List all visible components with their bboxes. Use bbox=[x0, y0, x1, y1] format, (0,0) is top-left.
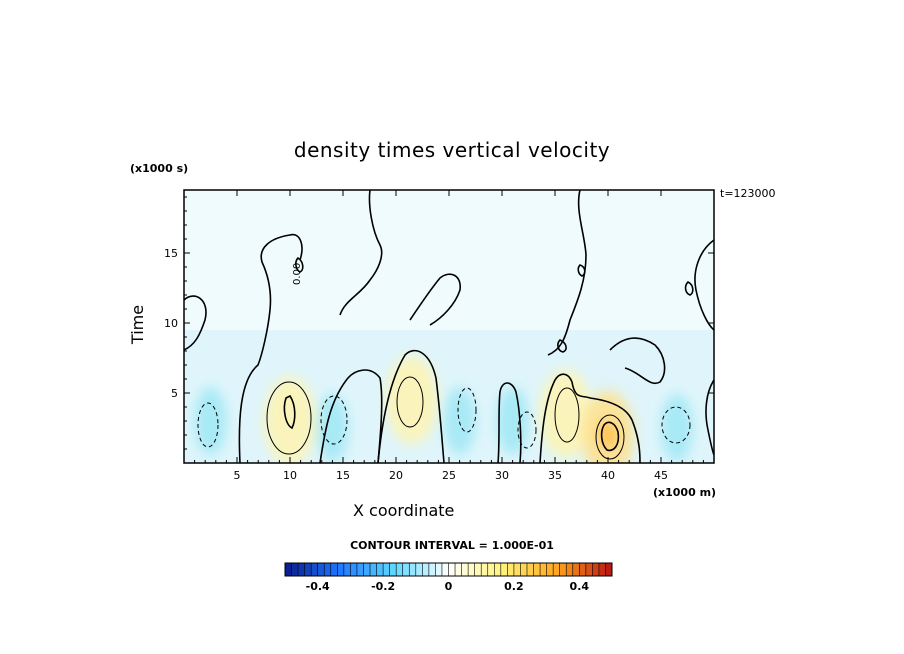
colorbar-tick-label: -0.2 bbox=[371, 580, 395, 593]
colorbar-cell bbox=[533, 563, 541, 576]
positive-contours bbox=[266, 376, 625, 460]
colorbar-cell bbox=[598, 563, 606, 576]
colorbar-cell bbox=[592, 563, 600, 576]
colorbar-cell bbox=[546, 563, 554, 576]
colorbar-cell bbox=[435, 563, 443, 576]
colorbar-cell bbox=[383, 563, 391, 576]
colorbar-cell bbox=[494, 563, 502, 576]
colorbar-cell bbox=[428, 563, 436, 576]
feature-positive-2 bbox=[539, 370, 592, 458]
x-tick-label-15: 15 bbox=[336, 469, 350, 482]
chart-title: density times vertical velocity bbox=[293, 138, 611, 162]
colorbar-cell bbox=[330, 563, 338, 576]
colorbar-cell bbox=[455, 563, 463, 576]
x-tick-label-10: 10 bbox=[283, 469, 297, 482]
colorbar-tick-label: 0 bbox=[445, 580, 453, 593]
colorbar-cell bbox=[500, 563, 508, 576]
colorbar-cell bbox=[566, 563, 574, 576]
colorbar-tick-label: -0.4 bbox=[306, 580, 330, 593]
colorbar-cell bbox=[579, 563, 587, 576]
colorbar-cell bbox=[540, 563, 548, 576]
colorbar-cell bbox=[585, 563, 593, 576]
feature-core-3 bbox=[599, 421, 617, 449]
feature-negative-5 bbox=[316, 394, 349, 462]
colorbar-cell bbox=[513, 563, 521, 576]
colorbar-cell bbox=[285, 563, 293, 576]
colorbar-cell bbox=[304, 563, 312, 576]
colorbar-cell bbox=[526, 563, 535, 576]
zero-contours bbox=[184, 190, 714, 463]
colorbar-cell bbox=[487, 563, 495, 576]
y-tick-label-10: 10 bbox=[164, 317, 178, 330]
colorbar-cell bbox=[441, 563, 449, 576]
contour-interval-label: CONTOUR INTERVAL = 1.000E-01 bbox=[350, 539, 554, 552]
feature-negative-6 bbox=[443, 387, 476, 455]
time-stamp: t=123000 bbox=[720, 187, 776, 200]
colorbar-cell bbox=[311, 563, 319, 576]
x-tick-label-20: 20 bbox=[389, 469, 403, 482]
colorbar-cell bbox=[389, 563, 397, 576]
colorbar-cell bbox=[481, 563, 489, 576]
colorbar-cell bbox=[337, 563, 345, 576]
colorbar-cell bbox=[520, 563, 528, 576]
y-axis: 5 10 15 bbox=[164, 196, 714, 450]
colorbar-cell bbox=[376, 563, 384, 576]
color-field bbox=[184, 190, 714, 463]
feature-negative-4 bbox=[194, 387, 227, 455]
negative-contours bbox=[197, 387, 691, 449]
colorbar-cell bbox=[402, 563, 410, 576]
x-tick-label-25: 25 bbox=[442, 469, 456, 482]
colorbar-cell bbox=[343, 563, 351, 576]
x-axis-units: (x1000 m) bbox=[653, 486, 717, 499]
x-tick-label-40: 40 bbox=[601, 469, 615, 482]
colorbar-cell bbox=[350, 563, 358, 576]
contour-label: 0.00 bbox=[292, 263, 303, 285]
colorbar-cell bbox=[317, 563, 325, 576]
x-tick-label-45: 45 bbox=[654, 469, 668, 482]
colorbar-cell bbox=[559, 563, 567, 576]
x-tick-label-30: 30 bbox=[495, 469, 509, 482]
colorbar-cell bbox=[507, 563, 515, 576]
colorbar-cell bbox=[396, 563, 404, 576]
colorbar-cell bbox=[468, 563, 476, 576]
y-tick-label-5: 5 bbox=[171, 387, 178, 400]
colorbar-frame bbox=[284, 562, 613, 577]
colorbar-tick-label: 0.2 bbox=[504, 580, 524, 593]
feature-negative-7 bbox=[496, 387, 529, 455]
colorbar-cell bbox=[553, 563, 561, 576]
feature-positive-1 bbox=[385, 356, 438, 444]
colorbar-cell bbox=[448, 563, 456, 576]
x-axis-label: X coordinate bbox=[353, 501, 455, 520]
colorbar-tick-label: 0.4 bbox=[570, 580, 590, 593]
y-tick-label-15: 15 bbox=[164, 247, 178, 260]
colorbar-cell bbox=[370, 563, 378, 576]
colorbar: -0.4 -0.2 0 0.2 0.4 bbox=[284, 562, 613, 593]
colorbar-cell bbox=[605, 563, 613, 576]
x-tick-label-35: 35 bbox=[548, 469, 562, 482]
colorbar-cell bbox=[474, 563, 482, 576]
colorbar-cell bbox=[461, 563, 469, 576]
colorbar-cell bbox=[409, 563, 417, 576]
colorbar-cell bbox=[324, 563, 332, 576]
colorbar-cell bbox=[356, 563, 364, 576]
y-axis-units: (x1000 s) bbox=[130, 162, 189, 175]
x-tick-label-5: 5 bbox=[234, 469, 241, 482]
colorbar-cell bbox=[415, 563, 423, 576]
colorbar-cell bbox=[298, 563, 306, 576]
colorbar-cell bbox=[363, 563, 371, 576]
feature-positive-0 bbox=[264, 377, 316, 463]
feature-negative-8 bbox=[660, 394, 693, 462]
colorbar-cell bbox=[422, 563, 430, 576]
x-axis: 5 10 15 20 25 30 35 40 45 bbox=[194, 190, 704, 482]
colorbar-cell bbox=[291, 563, 299, 576]
colorbar-cell bbox=[572, 563, 580, 576]
